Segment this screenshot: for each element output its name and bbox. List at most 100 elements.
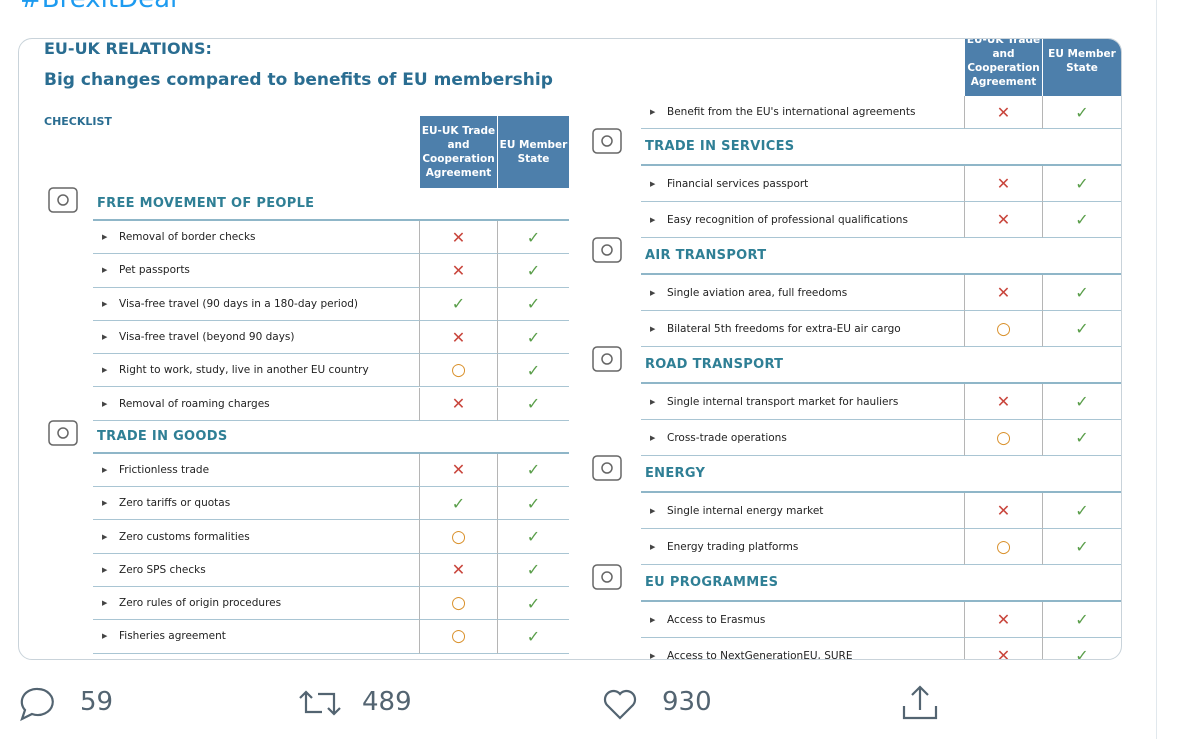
row-label: Removal of border checks: [93, 221, 419, 255]
retweet-icon[interactable]: [299, 690, 341, 716]
section-icon: [592, 237, 622, 263]
row-label: Bilateral 5th freedoms for extra-EU air …: [641, 311, 964, 347]
status-mark: ✓: [497, 553, 569, 587]
title: EU-UK RELATIONS:: [44, 39, 212, 58]
row-label: Single internal transport market for hau…: [641, 384, 964, 420]
reply-icon[interactable]: [20, 687, 54, 722]
status-mark: ○: [419, 520, 497, 554]
icons: [20, 685, 938, 722]
status-mark: ✕: [419, 320, 497, 355]
section-heading: TRADE IN GOODS: [93, 421, 569, 454]
status-mark: ✓: [1042, 529, 1121, 565]
status-mark: ○: [964, 420, 1042, 456]
status-mark: ✕: [419, 254, 497, 288]
reply-count: 59: [80, 687, 114, 717]
column-header: EU Member State: [497, 116, 569, 188]
section-icon: [592, 128, 622, 154]
share-icon[interactable]: [902, 685, 938, 720]
section-heading: ROAD TRANSPORT: [641, 347, 1121, 384]
status-mark: ✓: [1042, 493, 1121, 529]
status-mark: ○: [419, 587, 497, 621]
row-label: Zero rules of origin procedures: [93, 587, 419, 621]
status-mark: ✕: [419, 221, 497, 255]
status-mark: ✓: [419, 487, 497, 521]
status-mark: ✕: [964, 638, 1042, 659]
status-mark: ✕: [419, 387, 497, 421]
section-heading: FREE MOVEMENT OF PEOPLE: [93, 188, 569, 221]
status-mark: ✕: [964, 96, 1042, 129]
row-label: Zero SPS checks: [93, 554, 419, 587]
row-label: Access to NextGenerationEU, SURE: [641, 638, 964, 660]
status-mark: ✓: [1042, 602, 1121, 638]
status-mark: ✓: [419, 287, 497, 321]
status-mark: ✓: [1042, 166, 1121, 202]
row-label: Zero tariffs or quotas: [93, 487, 419, 521]
status-mark: ○: [964, 311, 1042, 347]
status-mark: ○: [419, 354, 497, 388]
section-heading: EU PROGRAMMES: [641, 565, 1121, 602]
status-mark: ✓: [497, 453, 569, 488]
status-mark: ✓: [1042, 202, 1121, 238]
row-label: Right to work, study, live in another EU…: [93, 354, 419, 388]
like-icon[interactable]: [603, 689, 637, 720]
status-mark: ✓: [1042, 384, 1121, 420]
row-label: Benefit from the EU's international agre…: [641, 96, 964, 129]
checklist-label: CHECKLIST: [44, 115, 112, 128]
subtitle: Big changes compared to benefits of EU m…: [44, 70, 553, 90]
row-label: Visa-free travel (90 days in a 180-day p…: [93, 288, 419, 321]
row-label: Visa-free travel (beyond 90 days): [93, 321, 419, 355]
row-label: Single internal energy market: [641, 493, 964, 529]
row-label: Fisheries agreement: [93, 620, 419, 654]
row-label: Access to Erasmus: [641, 602, 964, 638]
status-mark: ✓: [497, 320, 569, 355]
status-mark: ✕: [964, 166, 1042, 202]
status-mark: ✓: [497, 520, 569, 554]
status-mark: ✕: [419, 553, 497, 587]
hashtag[interactable]: #BrexitDeal: [20, 0, 177, 14]
row-label: Removal of roaming charges: [93, 388, 419, 421]
status-mark: ✓: [1042, 96, 1121, 129]
status-mark: ✓: [497, 287, 569, 321]
section-heading: TRADE IN SERVICES: [641, 129, 1121, 166]
status-mark: ✓: [1042, 420, 1121, 456]
retweet-count: 489: [362, 687, 412, 717]
status-mark: ✓: [497, 354, 569, 388]
status-mark: ✓: [1042, 311, 1121, 347]
row-label: Financial services passport: [641, 166, 964, 202]
status-mark: ✕: [964, 202, 1042, 238]
status-mark: ○: [964, 529, 1042, 565]
divider: [1156, 0, 1157, 739]
like-count: 930: [662, 687, 712, 717]
status-mark: ✓: [497, 254, 569, 288]
status-mark: ✕: [964, 384, 1042, 420]
row-label: Pet passports: [93, 254, 419, 288]
status-mark: ✓: [1042, 275, 1121, 311]
column-header: EU Member State: [1042, 39, 1121, 96]
action-bar: [20, 685, 938, 722]
status-mark: ✓: [497, 587, 569, 621]
status-mark: ✓: [497, 221, 569, 255]
status-mark: ✕: [419, 453, 497, 488]
status-mark: ✕: [964, 275, 1042, 311]
column-header: EU-UK Trade and Cooperation Agreement: [964, 39, 1042, 96]
row-label: Easy recognition of professional qualifi…: [641, 202, 964, 238]
status-mark: ○: [419, 620, 497, 654]
status-mark: ✓: [497, 487, 569, 521]
section-heading: AIR TRANSPORT: [641, 238, 1121, 275]
status-mark: ✕: [964, 602, 1042, 638]
column-header: EU-UK Trade and Cooperation Agreement: [419, 116, 497, 188]
section-heading: ENERGY: [641, 456, 1121, 493]
row-label: Cross-trade operations: [641, 420, 964, 456]
section-icon: [592, 564, 622, 590]
status-mark: ✓: [1042, 638, 1121, 659]
row-label: Single aviation area, full freedoms: [641, 275, 964, 311]
image-card[interactable]: EU-UK RELATIONS: Big changes compared to…: [18, 38, 1122, 660]
section-icon: [592, 346, 622, 372]
row-label: Energy trading platforms: [641, 529, 964, 565]
status-mark: ✕: [964, 493, 1042, 529]
row-label: Frictionless trade: [93, 454, 419, 488]
section-icon: [48, 420, 78, 446]
section-icon: [592, 455, 622, 481]
status-mark: ✓: [497, 620, 569, 654]
